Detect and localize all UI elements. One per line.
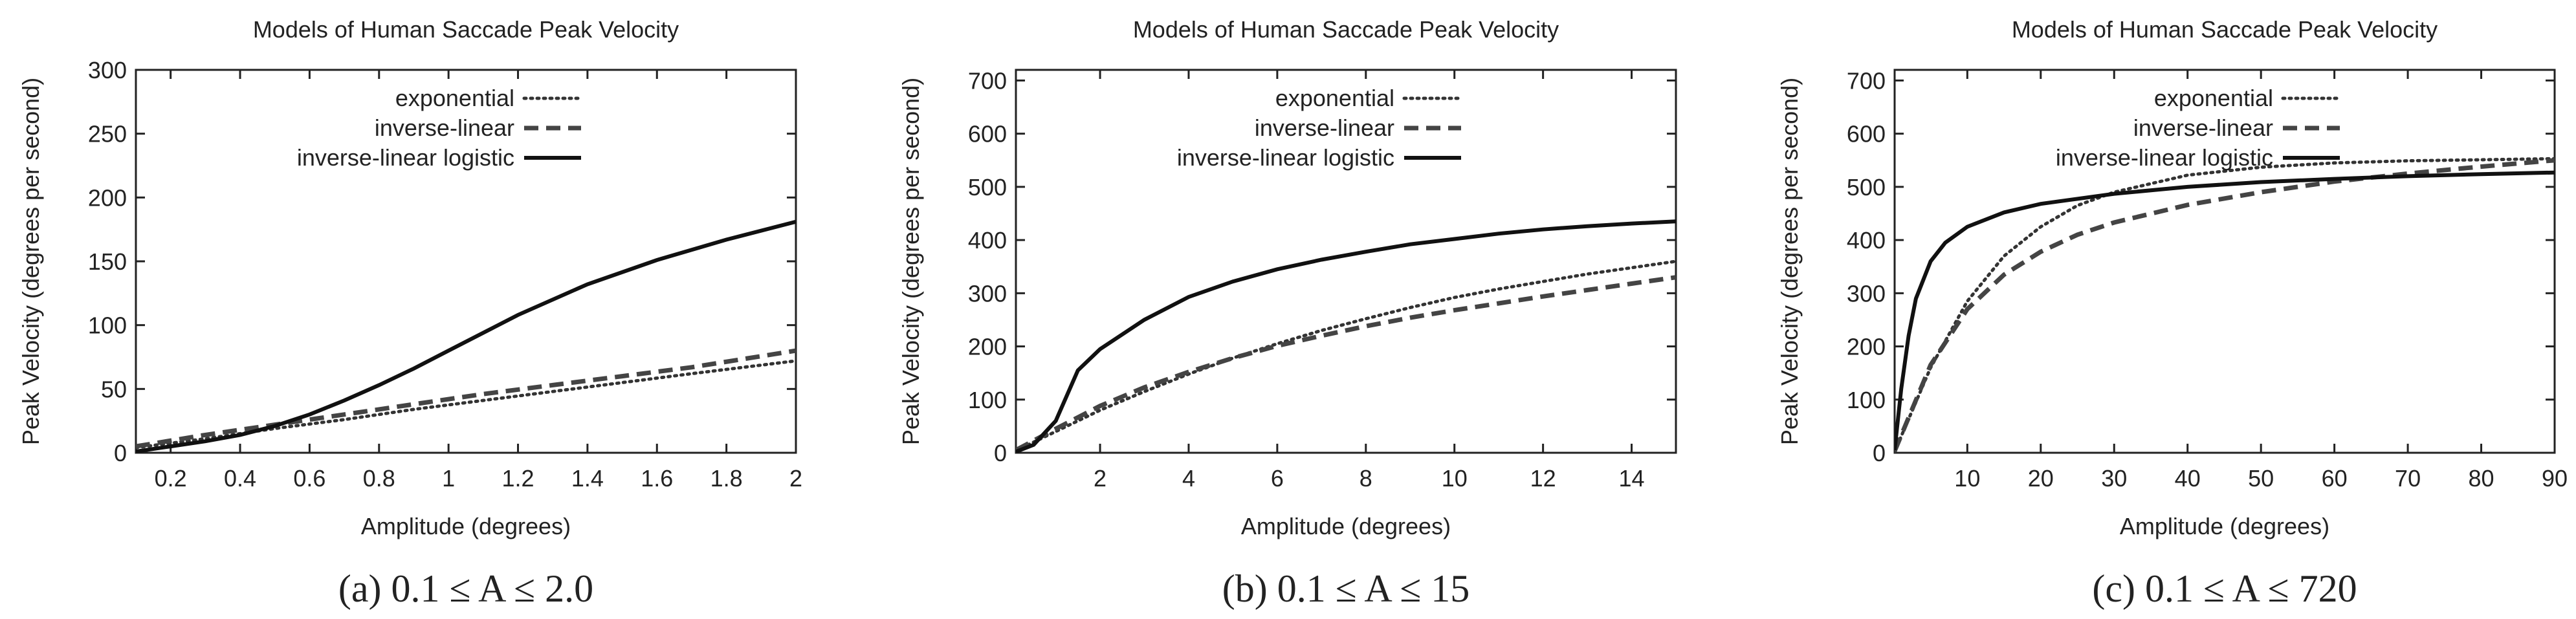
y-axis-label: Peak Velocity (degrees per second) [17, 78, 44, 445]
legend-label: exponential [395, 85, 514, 111]
x-tick-label: 10 [1442, 465, 1468, 492]
panel-caption: (a) 0.1 ≤ A ≤ 2.0 [338, 567, 593, 610]
y-tick-label: 200 [1847, 334, 1886, 360]
y-tick-label: 700 [1847, 67, 1886, 94]
y-tick-label: 100 [88, 312, 127, 339]
y-tick-label: 0 [994, 440, 1007, 466]
x-tick-label: 0.4 [224, 465, 256, 492]
panel-caption: (c) 0.1 ≤ A ≤ 720 [2092, 567, 2357, 610]
y-tick-label: 0 [114, 440, 127, 466]
series-line-inverse-linear [1016, 275, 1676, 452]
series-line-exponential [1895, 157, 2555, 453]
legend-label: exponential [2154, 85, 2273, 111]
x-axis-label: Amplitude (degrees) [1241, 513, 1451, 539]
y-tick-label: 50 [101, 376, 127, 402]
x-tick-label: 1.8 [710, 465, 743, 492]
legend-label: exponential [1275, 85, 1394, 111]
legend-label: inverse-linear [1255, 114, 1394, 141]
chart-panel-a: Models of Human Saccade Peak Velocity 0 50… [17, 16, 802, 610]
series-line-inverse-linear [1895, 158, 2555, 452]
panel-caption: (b) 0.1 ≤ A ≤ 15 [1222, 567, 1470, 610]
chart-panel-c: Models of Human Saccade Peak Velocity 0 10… [1776, 16, 2568, 610]
legend-label: inverse-linear [375, 114, 514, 141]
x-tick-label: 20 [2028, 465, 2054, 492]
x-tick-label: 1.2 [502, 465, 534, 492]
x-tick-label: 10 [1954, 465, 1980, 492]
legend-label: inverse-linear logistic [297, 144, 514, 171]
x-axis-label: Amplitude (degrees) [361, 513, 571, 539]
y-tick-label: 400 [1847, 227, 1886, 254]
legend-label: inverse-linear [2133, 114, 2273, 141]
x-tick-label: 60 [2322, 465, 2348, 492]
series-line-inverse-linear-logistic [1016, 219, 1676, 453]
x-tick-label: 2 [789, 465, 802, 492]
y-tick-label: 100 [968, 387, 1007, 413]
y-tick-label: 0 [1873, 440, 1886, 466]
y-tick-label: 300 [1847, 280, 1886, 307]
y-tick-label: 500 [1847, 174, 1886, 201]
chart-title: Models of Human Saccade Peak Velocity [1133, 16, 1559, 43]
chart-title: Models of Human Saccade Peak Velocity [2012, 16, 2438, 43]
series-line-inverse-linear [136, 348, 796, 449]
x-tick-label: 30 [2101, 465, 2127, 492]
x-tick-label: 1.6 [641, 465, 673, 492]
x-tick-label: 50 [2248, 465, 2274, 492]
x-tick-label: 70 [2395, 465, 2421, 492]
x-tick-label: 1.4 [571, 465, 604, 492]
y-tick-label: 500 [968, 174, 1007, 201]
plot-frame [1893, 69, 2556, 454]
legend-label: inverse-linear logistic [1177, 144, 1394, 171]
y-tick-label: 150 [88, 248, 127, 275]
chart-title: Models of Human Saccade Peak Velocity [253, 16, 679, 43]
y-tick-label: 600 [968, 121, 1007, 147]
x-tick-label: 40 [2175, 465, 2201, 492]
x-tick-label: 0.8 [363, 465, 395, 492]
x-tick-label: 4 [1182, 465, 1195, 492]
x-tick-label: 80 [2469, 465, 2494, 492]
x-tick-label: 90 [2542, 465, 2568, 492]
y-tick-label: 300 [88, 57, 127, 83]
y-tick-label: 300 [968, 280, 1007, 307]
y-tick-label: 250 [88, 121, 127, 147]
x-tick-label: 1 [442, 465, 455, 492]
x-tick-label: 0.2 [155, 465, 187, 492]
y-axis-label: Peak Velocity (degrees per second) [897, 78, 924, 445]
y-tick-label: 600 [1847, 121, 1886, 147]
series-line-inverse-linear-logistic [1895, 170, 2555, 451]
x-tick-label: 12 [1530, 465, 1556, 492]
x-tick-label: 2 [1094, 465, 1106, 492]
y-axis-label: Peak Velocity (degrees per second) [1776, 78, 1803, 445]
series-line-inverse-linear-logistic [136, 219, 796, 453]
x-tick-label: 0.6 [293, 465, 325, 492]
x-tick-label: 6 [1271, 465, 1284, 492]
plot-frame [1015, 69, 1677, 454]
series-line-exponential [1016, 259, 1676, 453]
x-tick-label: 8 [1360, 465, 1372, 492]
y-tick-label: 100 [1847, 387, 1886, 413]
y-tick-label: 700 [968, 67, 1007, 94]
x-axis-label: Amplitude (degrees) [2120, 513, 2329, 539]
y-tick-label: 400 [968, 227, 1007, 254]
x-tick-label: 14 [1619, 465, 1645, 492]
chart-panel-b: Models of Human Saccade Peak Velocity 0 10… [897, 16, 1677, 610]
y-tick-label: 200 [968, 334, 1007, 360]
legend-label: inverse-linear logistic [2056, 144, 2273, 171]
y-tick-label: 200 [88, 184, 127, 211]
